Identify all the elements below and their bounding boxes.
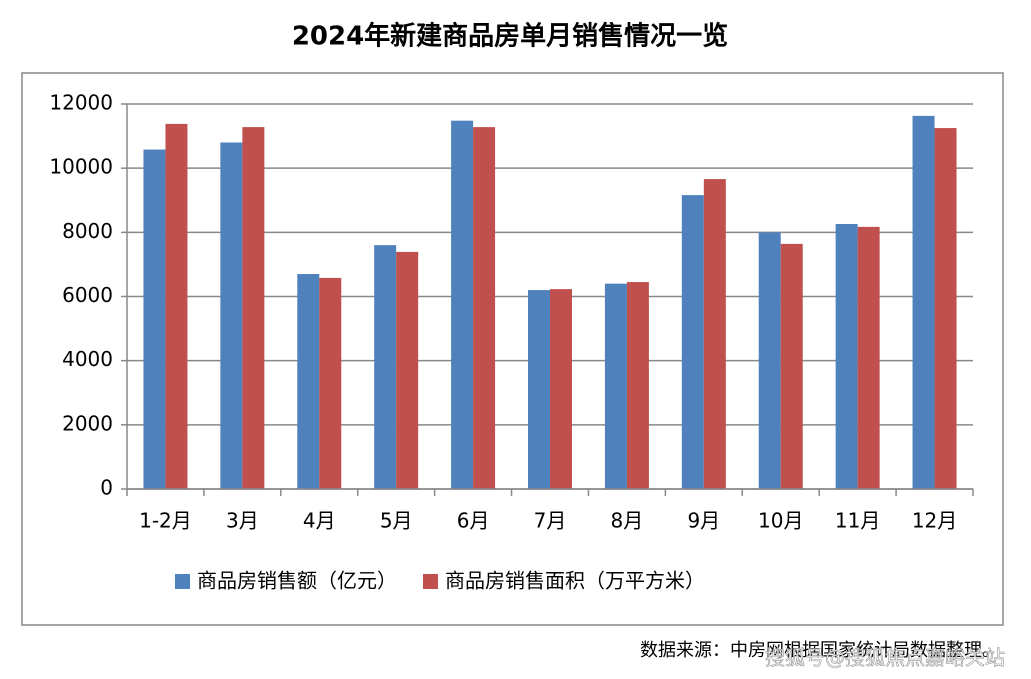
bar (528, 290, 550, 489)
source-note: 数据来源：中房网根据国家统计局数据整理。 (640, 640, 1000, 661)
bar (473, 127, 496, 489)
bar (319, 277, 342, 489)
x-tick-label: 4月 (303, 509, 336, 533)
bar (780, 243, 803, 489)
bar (681, 195, 704, 489)
y-tick-label: 0 (100, 476, 113, 500)
x-tick-label: 8月 (611, 509, 644, 533)
x-tick-label: 7月 (534, 509, 567, 533)
bar (835, 223, 858, 489)
x-tick-label: 6月 (457, 509, 490, 533)
legend-label: 商品房销售额（亿元） (197, 569, 397, 593)
bar (297, 274, 320, 489)
x-tick-label: 12月 (912, 509, 957, 533)
bar (857, 226, 880, 490)
bar (604, 283, 627, 489)
bar (703, 179, 726, 489)
y-tick-label: 4000 (62, 347, 113, 371)
bar (451, 120, 474, 489)
legend-label: 商品房销售面积（万平方米） (445, 569, 705, 593)
x-tick-label: 5月 (380, 509, 413, 533)
bar (220, 142, 243, 489)
bar (396, 251, 419, 489)
bar (242, 127, 265, 489)
bar (626, 282, 649, 489)
x-tick-label: 9月 (687, 509, 720, 533)
x-tick-label: 10月 (758, 509, 803, 533)
bar (165, 123, 188, 490)
x-tick-label: 11月 (835, 509, 880, 533)
bar (550, 289, 572, 489)
y-tick-label: 2000 (62, 411, 113, 435)
legend-swatch (175, 574, 190, 589)
y-tick-label: 12000 (49, 91, 113, 115)
y-tick-label: 6000 (62, 283, 113, 307)
bar (934, 128, 957, 489)
bar (758, 232, 781, 490)
watermark: 搜狐号@搜狐焦点嘉峪关站 (765, 646, 1005, 670)
x-tick-label: 1-2月 (139, 509, 192, 533)
chart-frame (21, 72, 1004, 626)
y-tick-label: 10000 (49, 155, 113, 179)
x-tick-label: 3月 (226, 509, 259, 533)
bar (374, 245, 397, 489)
y-tick-label: 8000 (62, 219, 113, 243)
legend-swatch (423, 574, 438, 589)
bar (912, 115, 935, 489)
bar (143, 149, 166, 489)
chart-title: 2024年新建商品房单月销售情况一览 (292, 21, 728, 52)
